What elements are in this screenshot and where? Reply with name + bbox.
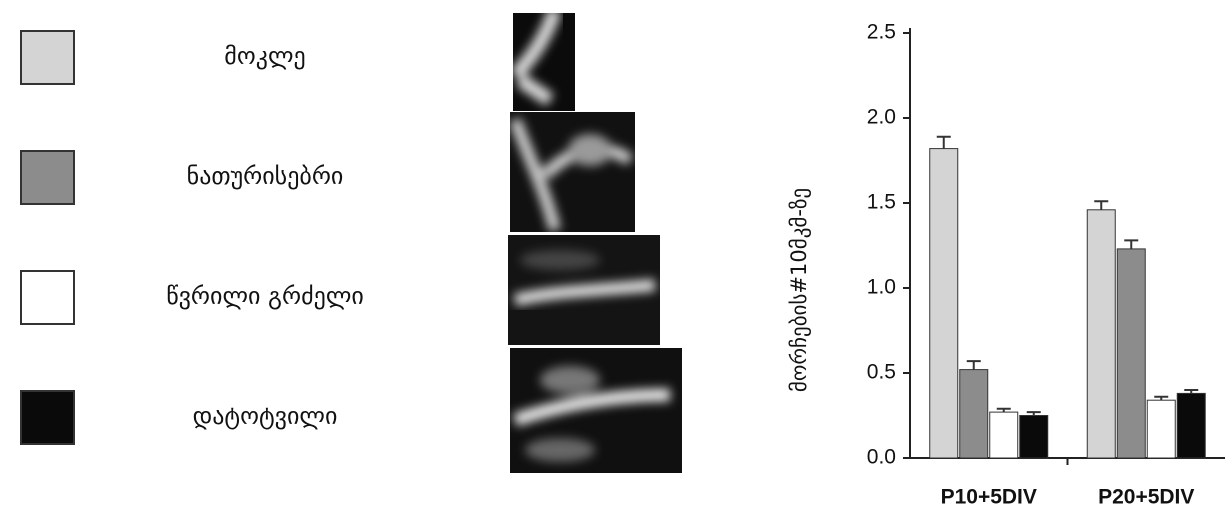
legend-swatch bbox=[21, 391, 74, 444]
bar bbox=[1087, 210, 1115, 458]
legend-swatch bbox=[21, 271, 74, 324]
bar bbox=[1147, 400, 1175, 458]
bar bbox=[1020, 416, 1048, 459]
error-bar bbox=[967, 361, 981, 370]
micrographs bbox=[508, 10, 682, 473]
y-tick-label: 2.0 bbox=[867, 106, 896, 129]
error-bar bbox=[1027, 412, 1041, 415]
legend-label: წვრილი გრძელი bbox=[166, 282, 364, 310]
y-tick-label: 2.5 bbox=[867, 21, 896, 44]
error-bar bbox=[1124, 240, 1138, 249]
legend-swatch bbox=[21, 151, 74, 204]
legend-label: ნათურისებრი bbox=[187, 162, 344, 190]
legend-label: მოკლე bbox=[224, 42, 305, 70]
error-bar bbox=[1154, 397, 1168, 400]
error-bar bbox=[937, 137, 951, 149]
error-bar bbox=[1184, 390, 1198, 393]
legend-swatch bbox=[21, 31, 74, 84]
y-tick-label: 0.5 bbox=[867, 361, 896, 384]
x-tick-label: P10+5DIV bbox=[941, 486, 1037, 509]
micrograph bbox=[510, 112, 635, 232]
figure: მორჩების#10მკმ-ზე მოკლე ნათურისებრი წვრილი… bbox=[0, 0, 1226, 517]
y-tick-label: 1.5 bbox=[867, 191, 896, 214]
plot: 0.0 0.5 1.0 1.5 2.0 2.5 P10+5DIV P20+5DIV bbox=[867, 21, 1225, 509]
y-tick-label: 0.0 bbox=[867, 446, 896, 469]
bar bbox=[960, 370, 988, 458]
bar bbox=[1117, 249, 1145, 458]
bar bbox=[990, 412, 1018, 458]
bar bbox=[930, 149, 958, 458]
error-bar bbox=[997, 409, 1011, 412]
error-bar bbox=[1094, 201, 1108, 210]
legend: მოკლე ნათურისებრი წვრილი გრძელი დატოტვილი bbox=[21, 31, 364, 444]
x-tick-label: P20+5DIV bbox=[1098, 486, 1194, 509]
y-tick-label: 1.0 bbox=[867, 276, 896, 299]
bar bbox=[1177, 393, 1205, 458]
y-axis-label: მორჩების#10მკმ-ზე bbox=[787, 188, 811, 392]
legend-label: დატოტვილი bbox=[193, 402, 338, 430]
